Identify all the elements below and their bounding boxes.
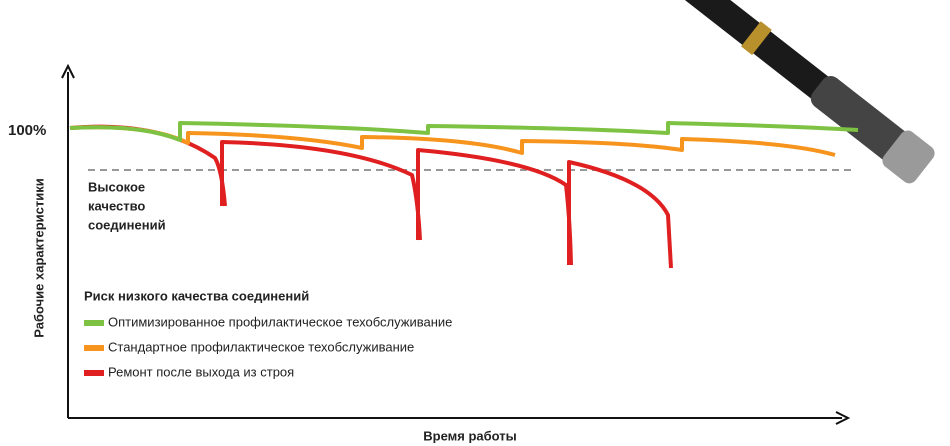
annotation: качество bbox=[88, 198, 145, 213]
green-curve bbox=[69, 121, 859, 142]
red-curve bbox=[69, 124, 673, 269]
legend-label: Стандартное профилактическое техобслужив… bbox=[108, 339, 414, 354]
legend-swatch bbox=[84, 370, 104, 376]
x-arrow bbox=[835, 411, 851, 425]
tool-image bbox=[672, 0, 935, 184]
orange-curve bbox=[69, 125, 836, 157]
legend-swatch bbox=[84, 320, 104, 326]
legend-title: Риск низкого качества соединений bbox=[84, 288, 309, 303]
y-tick-label: 100% bbox=[8, 122, 46, 139]
legend-swatch bbox=[84, 345, 104, 351]
legend-label: Оптимизированное профилактическое техобс… bbox=[108, 314, 452, 329]
x-axis-label: Время работы bbox=[423, 428, 517, 443]
legend-label: Ремонт после выхода из строя bbox=[108, 364, 294, 379]
y-arrow bbox=[61, 63, 75, 79]
y-axis-label: Рабочие характеристики bbox=[31, 178, 46, 338]
annotation: соединений bbox=[88, 217, 166, 232]
annotation: Высокое bbox=[88, 179, 145, 194]
